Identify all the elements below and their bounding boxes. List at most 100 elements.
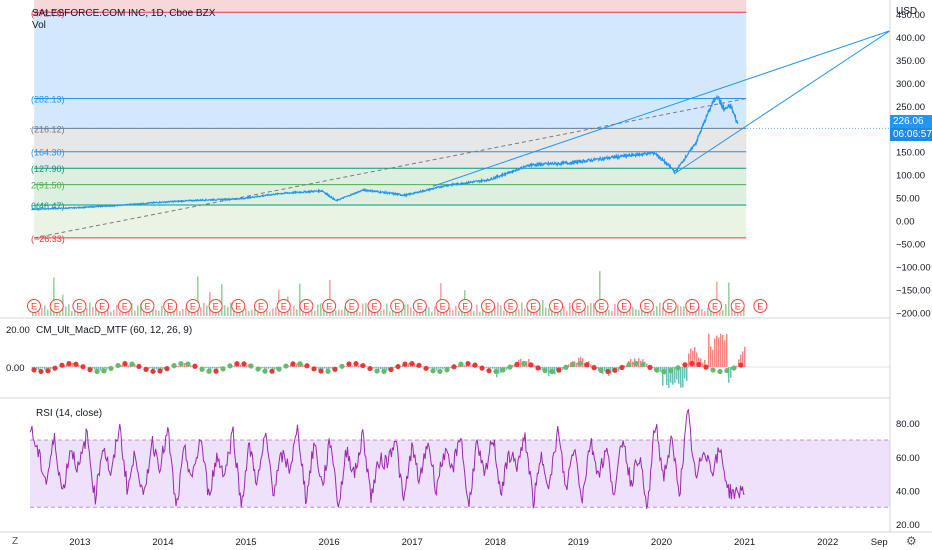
macd-signal-dot xyxy=(80,364,86,370)
symbol-title[interactable]: SALESFORCE.COM INC, 1D, Cboe BZX xyxy=(32,8,216,19)
earnings-marker-label: E xyxy=(394,302,400,312)
macd-histogram-bar xyxy=(190,365,192,367)
macd-histogram-bar xyxy=(660,367,662,372)
rsi-title[interactable]: RSI (14, close) xyxy=(36,408,103,419)
earnings-marker-label: E xyxy=(689,302,695,312)
macd-histogram-bar xyxy=(722,335,724,367)
last-price-tag: 226.06 xyxy=(890,115,932,128)
macd-signal-dot xyxy=(150,368,156,374)
macd-histogram-bar xyxy=(478,365,480,367)
price-series xyxy=(31,94,739,211)
zoom-icon[interactable]: Z xyxy=(12,536,19,547)
macd-histogram-bar xyxy=(670,367,672,383)
earnings-marker: E xyxy=(549,299,564,313)
volume-bar xyxy=(275,307,277,316)
macd-histogram-bar xyxy=(526,361,528,367)
time-tick-label: 2013 xyxy=(69,537,90,548)
volume-bar xyxy=(611,310,613,316)
macd-signal-dot xyxy=(311,366,317,372)
earnings-marker-circle xyxy=(49,299,64,313)
rsi-tick-label: 60.00 xyxy=(896,453,920,464)
earnings-marker-label: E xyxy=(303,302,309,312)
volume-bar xyxy=(617,305,619,316)
macd-histogram-bar xyxy=(380,367,382,370)
volume-bar xyxy=(449,307,451,316)
earnings-marker: E xyxy=(390,299,405,313)
lower-trend-line xyxy=(673,30,891,175)
volume-bar xyxy=(158,310,160,316)
macd-signal-dot xyxy=(675,365,681,371)
volume-bar xyxy=(707,307,709,316)
fib-level-label: (−26.33) xyxy=(31,234,65,244)
volume-bar xyxy=(137,305,139,316)
volume-bar xyxy=(230,302,232,316)
earnings-marker-label: E xyxy=(485,302,491,312)
macd-histogram-bar xyxy=(576,362,578,367)
time-tick-label: 2015 xyxy=(235,537,256,548)
macd-signal-dot xyxy=(59,362,65,368)
macd-histogram-bar xyxy=(726,334,728,367)
macd-signal-dot xyxy=(332,366,338,372)
macd-histogram-bar xyxy=(494,367,496,369)
macd-histogram-bar xyxy=(296,363,298,367)
volume-bar xyxy=(599,271,601,316)
earnings-marker: E xyxy=(458,299,473,313)
volume-bar xyxy=(53,277,55,316)
earnings-marker: E xyxy=(617,299,632,313)
volume-bar xyxy=(386,303,388,316)
macd-signal-dot xyxy=(38,368,44,375)
volume-bar xyxy=(335,310,337,316)
earnings-marker-label: E xyxy=(213,302,219,312)
volume-bar xyxy=(404,304,406,316)
macd-histogram-bar xyxy=(456,365,458,367)
volume-bar xyxy=(524,308,526,316)
macd-histogram-bar xyxy=(66,364,68,367)
volume-bar xyxy=(185,307,187,316)
volume-bar xyxy=(656,306,658,316)
macd-signal-dot xyxy=(710,367,716,373)
earnings-marker-label: E xyxy=(31,302,37,312)
volume-bar xyxy=(227,306,229,316)
macd-histogram-bar xyxy=(94,367,96,370)
volume-bar xyxy=(428,307,430,316)
volume-bar xyxy=(50,306,52,316)
currency-label[interactable]: USD xyxy=(896,6,918,17)
volume-bar xyxy=(572,305,574,316)
volume-bar xyxy=(650,307,652,316)
macd-histogram-bar xyxy=(442,367,444,370)
macd-tick-label: 20.00 xyxy=(6,325,30,336)
volume-bar xyxy=(518,309,520,316)
earnings-marker: E xyxy=(571,299,586,313)
macd-signal-dot xyxy=(157,368,163,374)
volume-bar xyxy=(425,308,427,316)
macd-histogram-bar xyxy=(316,367,318,368)
macd-histogram-bar xyxy=(264,367,266,370)
earnings-marker-circle xyxy=(27,299,41,313)
macd-histogram-bar xyxy=(324,367,326,369)
gear-icon[interactable]: ⚙ xyxy=(906,534,917,548)
macd-title[interactable]: CM_Ult_MacD_MTF (60, 12, 26, 9) xyxy=(36,325,193,336)
earnings-marker: E xyxy=(344,299,359,313)
rsi-band xyxy=(30,440,890,508)
macd-histogram-bar xyxy=(206,367,208,369)
volume-bar xyxy=(683,306,685,316)
macd-histogram-bar xyxy=(744,346,746,367)
macd-histogram-bar xyxy=(156,367,158,370)
earnings-marker: E xyxy=(95,299,110,313)
macd-signal-dot xyxy=(570,361,576,368)
volume-bar xyxy=(71,311,73,316)
volume-bar xyxy=(116,304,118,316)
macd-histogram-bar xyxy=(212,367,214,369)
macd-histogram-bar xyxy=(710,346,712,367)
volume-bar xyxy=(359,311,361,316)
time-tick-label: 2021 xyxy=(734,537,755,548)
macd-histogram-bar xyxy=(720,333,722,367)
volume-bar xyxy=(722,310,724,316)
macd-signal-dot xyxy=(136,363,142,370)
fibonacci-retracement[interactable]: (472.76) (282.13) (216.12) (164.30) (127.90)… xyxy=(30,0,890,244)
macd-signal-dot xyxy=(360,362,366,369)
fib-zone xyxy=(34,168,747,185)
trend-lines[interactable] xyxy=(432,30,891,187)
